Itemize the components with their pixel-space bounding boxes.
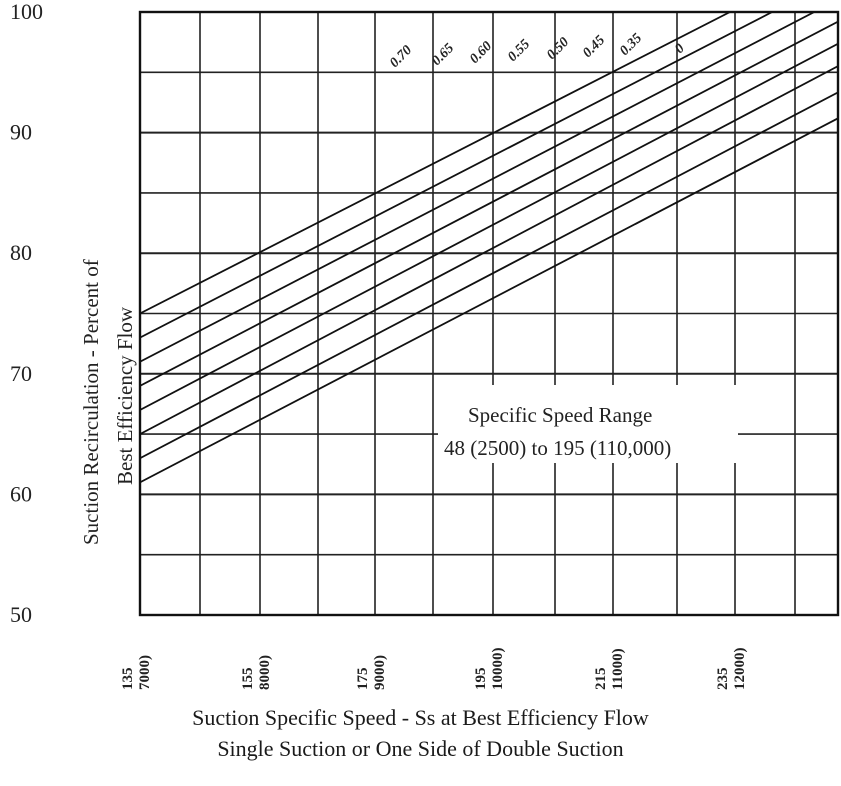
suction-recirculation-chart: 0.70 0.65 0.60 0.55 0.50 0.45 0.35 010090807060… — [10, 0, 840, 691]
specific-speed-range-values: 48 (2500) to 195 (110,000) — [444, 436, 671, 460]
y-tick-label: 50 — [10, 602, 32, 627]
y-tick-label: 70 — [10, 361, 32, 386]
x-tick-label-top: 215 — [593, 668, 609, 691]
x-tick-label-top: 135 — [120, 668, 136, 691]
curve-line-3 — [140, 12, 815, 363]
x-tick-label: 155 8000) — [240, 655, 273, 690]
x-tick-label-bottom: 12000) — [732, 648, 748, 691]
x-tick-label: 135 7000) — [120, 655, 153, 690]
curve-line-7 — [140, 91, 838, 460]
curve-line-5 — [140, 42, 838, 411]
y-axis-title: Suction Recirculation - Percent of Best E… — [79, 259, 137, 545]
x-tick-label: 175 9000) — [355, 655, 388, 690]
x-tick-label-bottom: 7000) — [137, 655, 153, 690]
x-tick-label-bottom: 8000) — [257, 655, 273, 690]
x-tick-label-top: 195 — [473, 668, 489, 691]
curve-line-4 — [140, 20, 838, 387]
x-tick-label-bottom: 10000) — [490, 648, 506, 691]
curve-label-8: 0 — [672, 41, 688, 57]
y-tick-label: 90 — [10, 120, 32, 145]
x-tick-label-top: 235 — [715, 668, 731, 691]
x-axis-title-line-2: Single Suction or One Side of Double Suc… — [217, 736, 624, 761]
y-tick-label: 60 — [10, 481, 32, 506]
y-tick-label: 100 — [10, 0, 43, 24]
y-axis-title-line-1: Suction Recirculation - Percent of — [79, 259, 103, 545]
x-tick-label-bottom: 9000) — [372, 655, 388, 690]
curve-label-4: 0.55 — [505, 37, 533, 65]
x-tick-label: 195 10000) — [473, 648, 506, 691]
x-tick-label-top: 175 — [355, 668, 371, 691]
note-background — [438, 385, 738, 463]
y-axis-title-line-2: Best Efficiency Flow — [113, 306, 137, 485]
x-tick-label: 215 11000) — [593, 648, 626, 690]
curve-label-3: 0.60 — [467, 39, 495, 67]
x-tick-label-top: 155 — [240, 668, 256, 691]
curve-line-8 — [140, 117, 838, 484]
x-tick-label-bottom: 11000) — [610, 648, 626, 690]
curve-label-1: 0.70 — [387, 43, 415, 71]
specific-speed-range-title: Specific Speed Range — [468, 403, 652, 427]
curve-label-6: 0.45 — [580, 33, 608, 61]
y-tick-label: 80 — [10, 240, 32, 265]
curve-line-1 — [140, 12, 731, 315]
x-axis-title-line-1: Suction Specific Speed - Ss at Best Effi… — [192, 705, 649, 730]
x-tick-label: 235 12000) — [715, 648, 748, 691]
curve-line-6 — [140, 65, 838, 435]
curve-label-5: 0.50 — [544, 35, 572, 63]
curve-line-2 — [140, 12, 773, 339]
curve-label-7: 0.35 — [617, 31, 645, 59]
